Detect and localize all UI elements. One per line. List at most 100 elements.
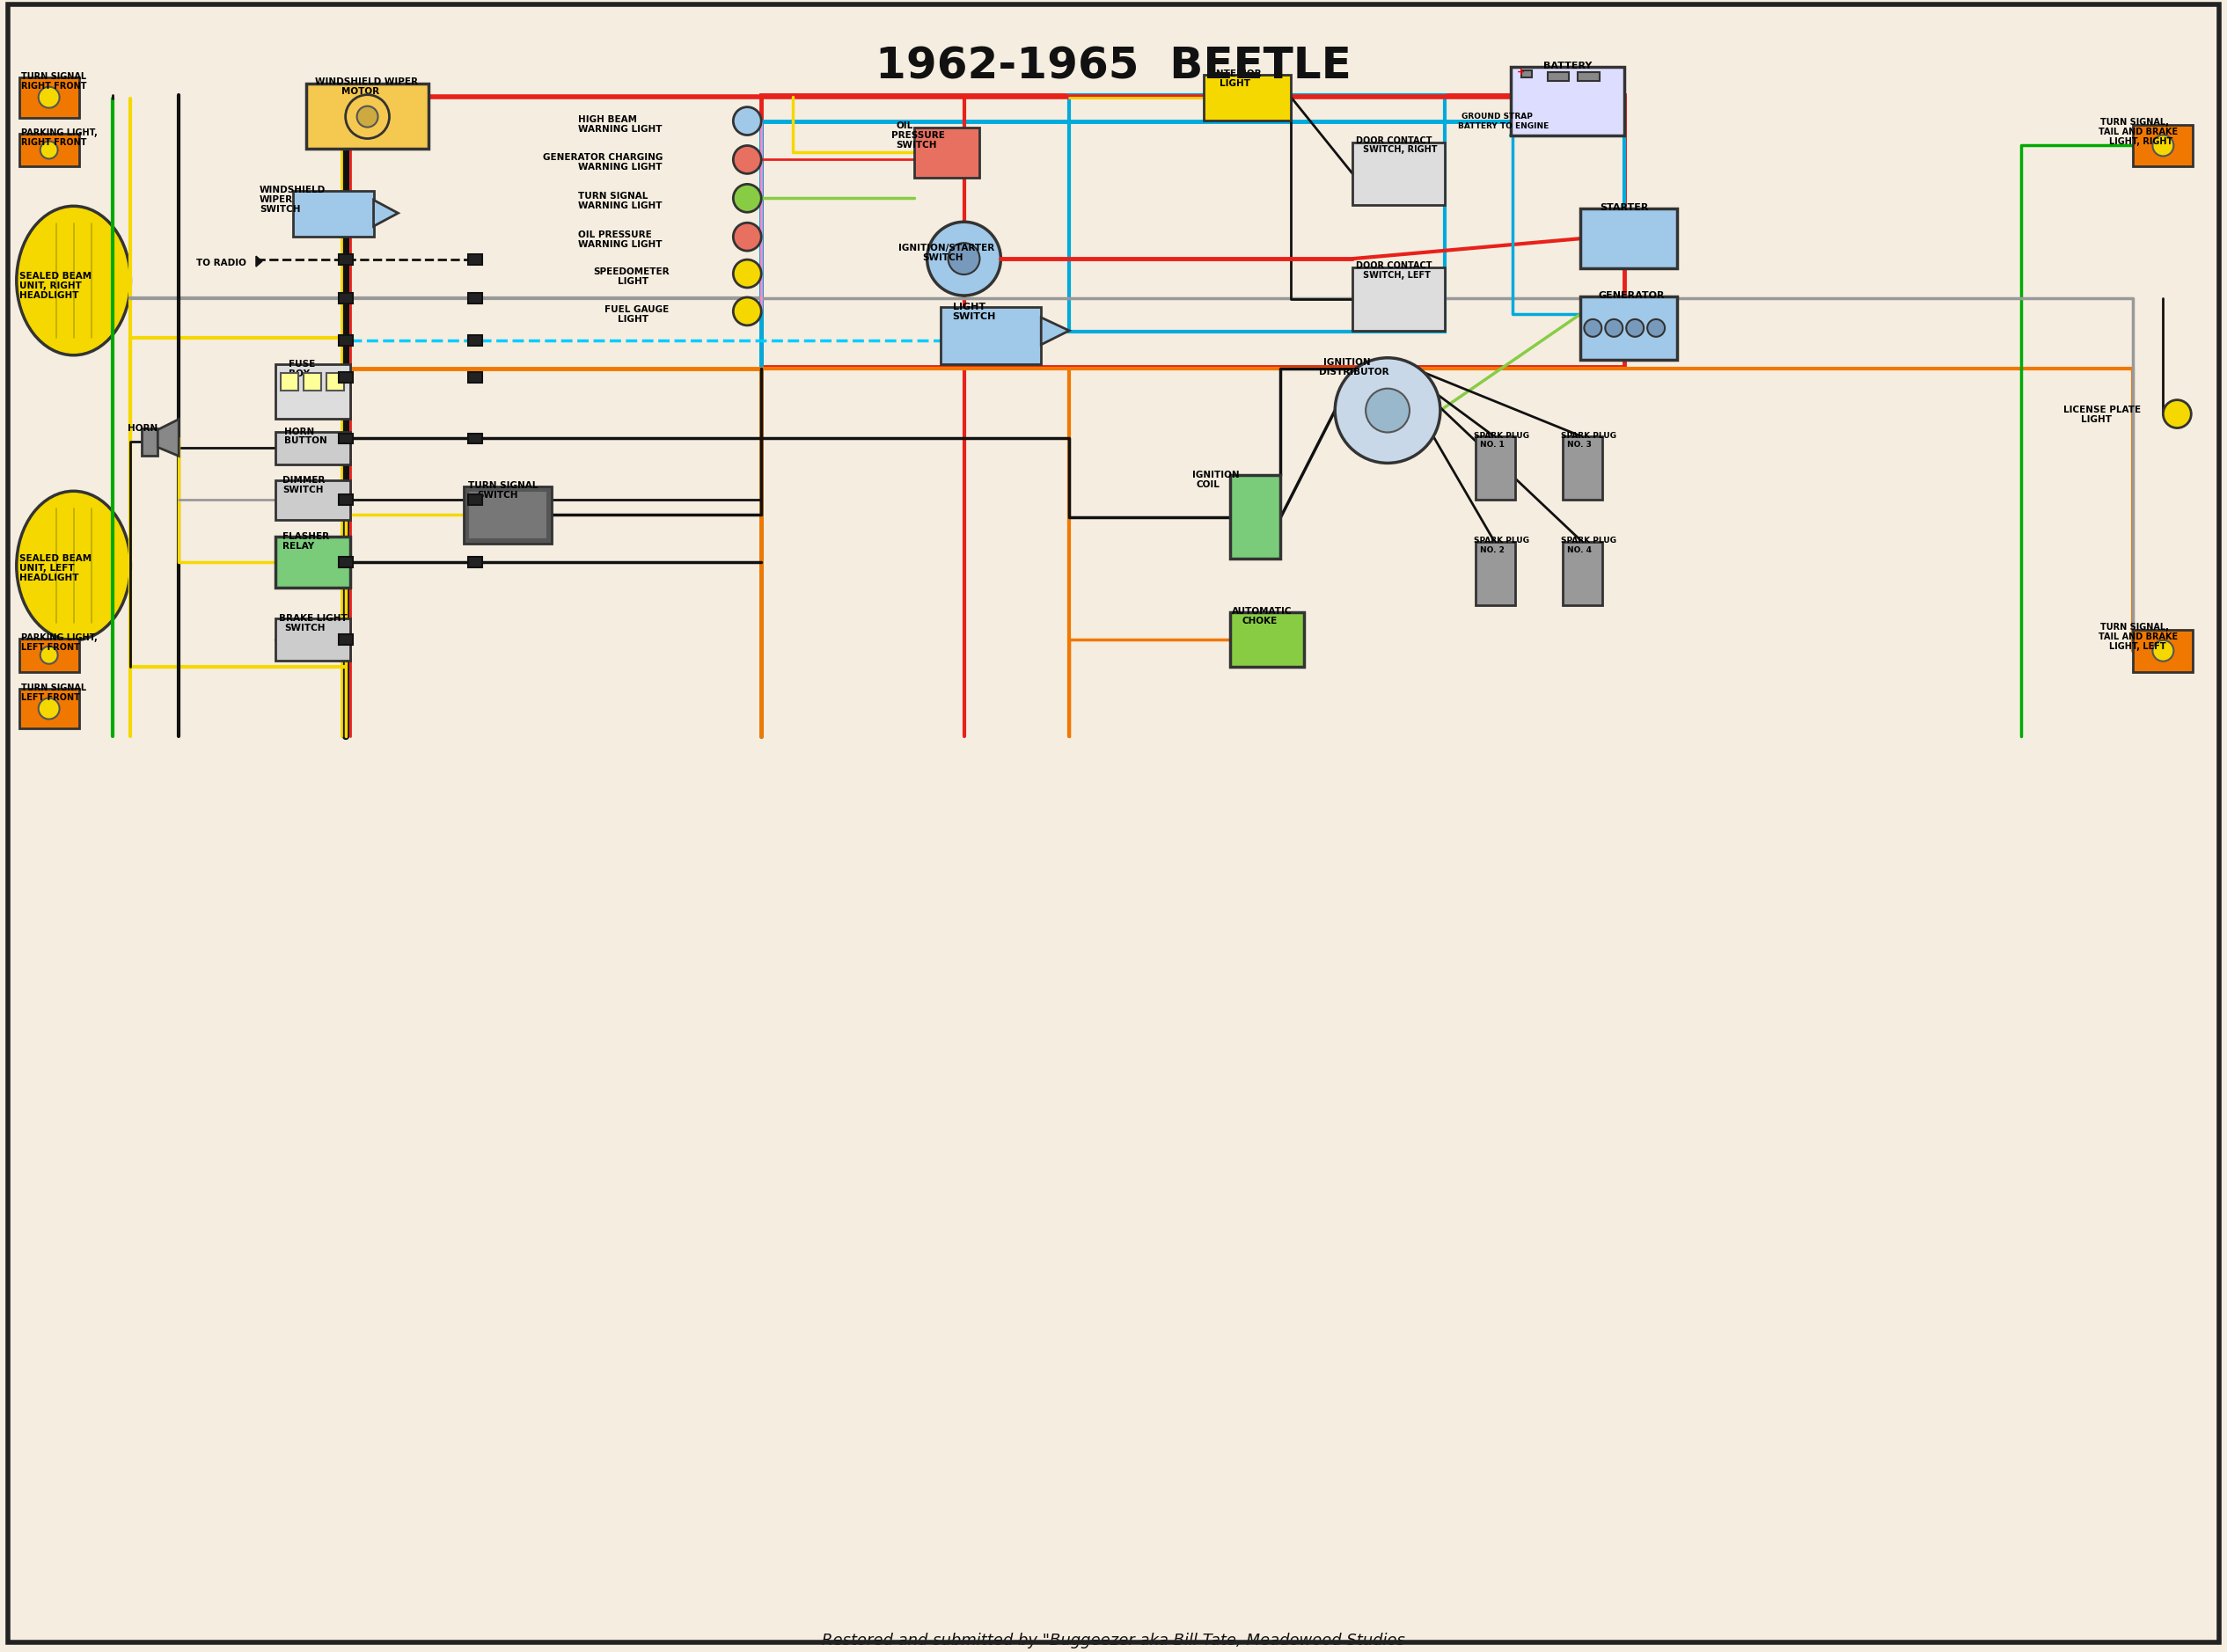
Polygon shape (374, 200, 399, 226)
Circle shape (40, 646, 58, 664)
Circle shape (38, 699, 60, 719)
Text: GENERATOR CHARGING: GENERATOR CHARGING (543, 154, 664, 162)
Bar (325, 373, 343, 390)
Bar (468, 494, 483, 506)
Bar (1229, 476, 1281, 558)
Circle shape (2154, 641, 2174, 661)
Text: SEALED BEAM: SEALED BEAM (20, 273, 91, 281)
Text: COIL: COIL (1196, 481, 1220, 489)
Bar (468, 491, 548, 539)
Text: PRESSURE: PRESSURE (891, 131, 944, 139)
Bar (20, 206, 129, 355)
Text: TURN SIGNAL: TURN SIGNAL (579, 192, 648, 202)
Bar (339, 335, 352, 345)
Text: INTERIOR: INTERIOR (1211, 69, 1260, 78)
Bar (20, 689, 78, 729)
Text: TURN SIGNAL,: TURN SIGNAL, (2100, 623, 2169, 631)
Text: WIPER: WIPER (261, 195, 294, 205)
Bar (1579, 73, 1599, 81)
Circle shape (949, 243, 980, 274)
Text: BUTTON: BUTTON (285, 436, 327, 446)
Circle shape (2162, 400, 2191, 428)
Text: TAIL AND BRAKE: TAIL AND BRAKE (2098, 633, 2178, 641)
Bar (1352, 142, 1445, 205)
Circle shape (926, 221, 1000, 296)
Circle shape (1583, 319, 1601, 337)
Text: RIGHT FRONT: RIGHT FRONT (20, 137, 87, 147)
Bar (281, 373, 298, 390)
Text: SWITCH: SWITCH (285, 623, 325, 633)
Text: TURN SIGNAL: TURN SIGNAL (468, 481, 539, 491)
Polygon shape (1042, 317, 1069, 345)
Text: PARKING LIGHT,: PARKING LIGHT, (20, 633, 98, 643)
Bar (2133, 629, 2194, 672)
Bar (1581, 296, 1677, 360)
Circle shape (1365, 388, 1410, 433)
Text: LIGHT, LEFT: LIGHT, LEFT (2109, 643, 2165, 651)
Text: WARNING LIGHT: WARNING LIGHT (579, 202, 661, 210)
Text: DOOR CONTACT: DOOR CONTACT (1356, 135, 1432, 145)
Bar (1474, 542, 1514, 605)
Text: BOX: BOX (290, 368, 310, 378)
Text: NO. 3: NO. 3 (1568, 441, 1592, 449)
Text: OIL PRESSURE: OIL PRESSURE (579, 231, 653, 240)
Circle shape (356, 106, 379, 127)
Text: SWITCH: SWITCH (283, 486, 323, 494)
Text: NO. 1: NO. 1 (1479, 441, 1503, 449)
Text: LIGHT: LIGHT (1218, 79, 1249, 88)
Bar (468, 292, 483, 304)
Text: IGNITION: IGNITION (1191, 471, 1238, 479)
Bar (339, 634, 352, 644)
Bar (940, 307, 1042, 363)
Ellipse shape (16, 491, 131, 641)
Circle shape (733, 145, 762, 173)
Bar (1521, 69, 1532, 78)
Text: HEADLIGHT: HEADLIGHT (20, 291, 78, 301)
Bar (2133, 124, 2194, 167)
Text: OIL: OIL (897, 121, 913, 131)
Text: HEADLIGHT: HEADLIGHT (20, 573, 78, 583)
Text: BATTERY TO ENGINE: BATTERY TO ENGINE (1459, 122, 1548, 131)
Bar (468, 335, 483, 345)
Text: FLASHER: FLASHER (283, 532, 330, 542)
Bar (20, 134, 78, 167)
Text: WINDSHIELD WIPER: WINDSHIELD WIPER (314, 78, 419, 86)
Bar (1474, 436, 1514, 501)
Text: BATTERY: BATTERY (1543, 61, 1592, 69)
Bar (1352, 268, 1445, 330)
Text: GENERATOR: GENERATOR (1599, 291, 1664, 301)
Circle shape (1334, 358, 1441, 463)
Circle shape (1626, 319, 1644, 337)
Circle shape (2154, 135, 2174, 155)
Polygon shape (256, 256, 263, 266)
Bar (276, 618, 350, 661)
Text: RELAY: RELAY (283, 542, 314, 550)
Bar (1510, 66, 1623, 135)
Text: MOTOR: MOTOR (341, 88, 379, 96)
Text: SPEEDOMETER: SPEEDOMETER (592, 268, 668, 276)
Circle shape (38, 88, 60, 107)
Text: STARTER: STARTER (1599, 203, 1648, 211)
Polygon shape (158, 420, 178, 456)
Text: SEALED BEAM: SEALED BEAM (20, 555, 91, 563)
Text: NO. 2: NO. 2 (1479, 547, 1503, 555)
Text: Restored and submitted by "Buggeezer aka Bill Tate, Meadowood Studios: Restored and submitted by "Buggeezer aka… (822, 1632, 1405, 1649)
Bar (276, 431, 350, 464)
Text: UNIT, RIGHT: UNIT, RIGHT (20, 281, 82, 291)
Text: LIGHT: LIGHT (2080, 415, 2111, 423)
Text: HIGH BEAM: HIGH BEAM (579, 116, 637, 124)
Text: DIMMER: DIMMER (283, 476, 325, 486)
Text: LIGHT: LIGHT (617, 278, 648, 286)
Bar (339, 372, 352, 382)
Text: CHOKE: CHOKE (1243, 616, 1278, 626)
Circle shape (733, 297, 762, 325)
Bar (1548, 73, 1570, 81)
Text: TURN SIGNAL,: TURN SIGNAL, (2100, 117, 2169, 126)
Text: SPARK PLUG: SPARK PLUG (1474, 537, 1530, 545)
Circle shape (733, 107, 762, 135)
Circle shape (1648, 319, 1666, 337)
Bar (468, 433, 483, 444)
Bar (339, 433, 352, 444)
Text: WARNING LIGHT: WARNING LIGHT (579, 124, 661, 134)
Bar (20, 78, 78, 117)
